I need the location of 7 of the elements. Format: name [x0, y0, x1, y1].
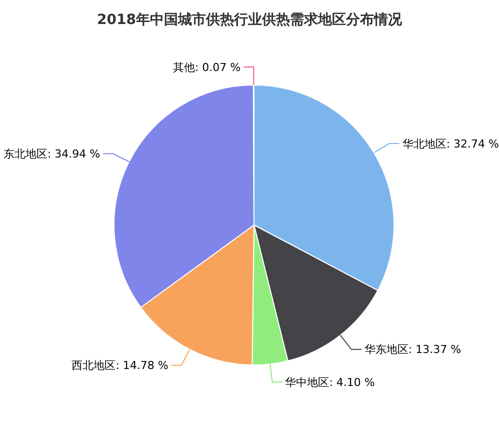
- slice-label: 其他: 0.07 %: [172, 60, 241, 74]
- slice-label: 华北地区: 32.74 %: [402, 137, 499, 150]
- slice-label: 东北地区: 34.94 %: [3, 147, 100, 160]
- slice-label: 西北地区: 14.78 %: [72, 359, 168, 372]
- slice-label: 华东地区: 13.37 %: [364, 343, 462, 356]
- chart-title: 2018年中国城市供热行业供热需求地区分布情况: [97, 11, 403, 28]
- slice-label: 华中地区: 4.10 %: [285, 376, 375, 389]
